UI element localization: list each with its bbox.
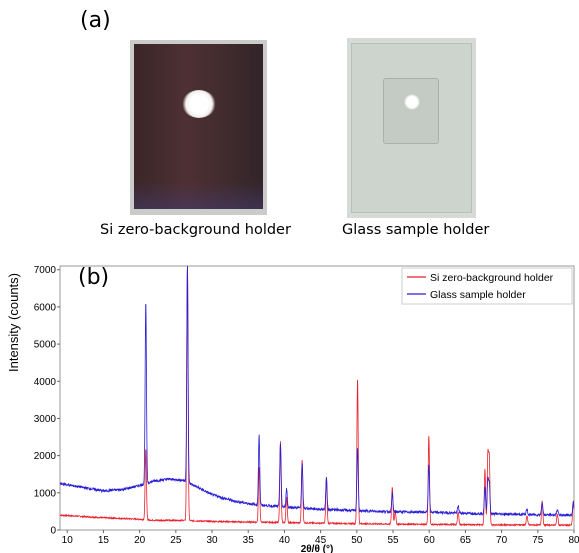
y-tick-label: 2000 bbox=[34, 451, 57, 462]
x-tick-label: 60 bbox=[424, 535, 436, 546]
x-tick-label: 40 bbox=[279, 535, 291, 546]
series-line-glass bbox=[59, 266, 575, 518]
series-lines bbox=[59, 265, 575, 528]
y-tick-label: 7000 bbox=[34, 265, 57, 276]
x-tick-label: 20 bbox=[134, 535, 146, 546]
si-holder-caption: Si zero-background holder bbox=[100, 222, 291, 238]
x-tick-label: 75 bbox=[532, 535, 544, 546]
x-tick-label: 70 bbox=[496, 535, 508, 546]
y-tick-label: 5000 bbox=[34, 340, 57, 351]
y-tick-label: 0 bbox=[50, 526, 56, 537]
x-tick-label: 55 bbox=[387, 535, 399, 546]
x-tick-label: 65 bbox=[460, 535, 472, 546]
x-tick-label: 30 bbox=[206, 535, 218, 546]
panel-a-label: (a) bbox=[80, 8, 111, 33]
glass-holder-caption: Glass sample holder bbox=[342, 222, 490, 238]
glass-sample-well bbox=[383, 78, 439, 144]
x-tick-label: 10 bbox=[62, 535, 74, 546]
panel-b-label: (b) bbox=[78, 265, 110, 290]
x-axis-ticks: 10 15 20 25 30 35 40 45 50 55 60 65 70 75 80 bbox=[62, 530, 579, 546]
x-tick-label: 80 bbox=[568, 535, 579, 546]
x-tick-label: 25 bbox=[170, 535, 182, 546]
y-tick-label: 3000 bbox=[34, 414, 57, 425]
legend-label-glass: Glass sample holder bbox=[430, 289, 526, 301]
x-tick-label: 15 bbox=[98, 535, 110, 546]
x-tick-label: 35 bbox=[243, 535, 255, 546]
si-powder-sample bbox=[182, 90, 216, 118]
legend: Si zero-background holder Glass sample h… bbox=[401, 267, 573, 305]
plot-frame bbox=[59, 265, 575, 531]
si-plate bbox=[134, 44, 263, 209]
x-axis-label: 2θ/θ (°) bbox=[301, 544, 334, 553]
glass-holder-photo bbox=[347, 38, 476, 218]
legend-box bbox=[401, 267, 573, 305]
y-tick-label: 4000 bbox=[34, 377, 57, 388]
series-line-si bbox=[59, 265, 575, 528]
x-tick-label: 45 bbox=[315, 535, 327, 546]
y-tick-label: 6000 bbox=[34, 302, 57, 313]
si-holder-photo bbox=[130, 40, 267, 215]
y-tick-label: 1000 bbox=[34, 488, 57, 499]
legend-label-si: Si zero-background holder bbox=[430, 272, 554, 284]
glass-powder-sample bbox=[404, 94, 420, 110]
x-tick-label: 50 bbox=[351, 535, 363, 546]
xrd-chart: 0 1000 2000 3000 4000 5000 6000 7000 10 15 20 25 30… bbox=[34, 265, 579, 553]
y-axis-label: Intensity (counts) bbox=[6, 273, 21, 372]
y-axis-ticks: 0 1000 2000 3000 4000 5000 6000 7000 bbox=[34, 265, 60, 537]
